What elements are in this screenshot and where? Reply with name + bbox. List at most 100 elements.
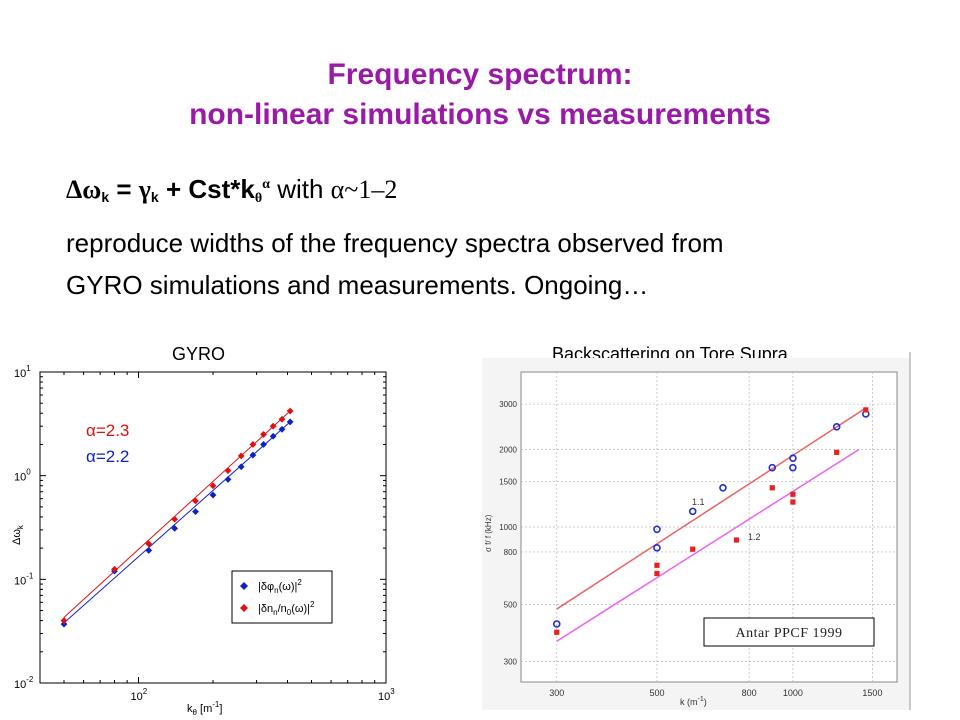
text-run: -1 bbox=[26, 571, 34, 580]
backscattering-y-tick-label: 500 bbox=[504, 601, 518, 610]
text-run: n bbox=[274, 586, 278, 595]
text-run: 2 bbox=[310, 600, 315, 609]
gyro-density-point bbox=[60, 617, 68, 624]
text-run: 10 bbox=[378, 691, 390, 703]
backscattering-y-tick-label: 2000 bbox=[499, 446, 517, 455]
formula-k-sup: α bbox=[262, 177, 270, 192]
backscattering-blue-point bbox=[768, 463, 777, 472]
gyro-y-tick-label: 10-2 bbox=[14, 675, 34, 691]
gyro-density-point bbox=[145, 540, 153, 548]
text-run: /n bbox=[278, 603, 287, 615]
text-run: ) bbox=[704, 697, 707, 707]
body-text-line-1: reproduce widths of the frequency spectr… bbox=[66, 228, 724, 258]
text-run: |δn bbox=[258, 603, 273, 615]
gyro-density-point bbox=[237, 452, 245, 460]
gyro-legend-box bbox=[231, 570, 333, 624]
text-run: ] bbox=[219, 703, 222, 715]
backscattering-blue-point bbox=[552, 620, 561, 628]
text-run: θ bbox=[193, 708, 198, 717]
dispersion-formula: Δωk = γk + Cst*kθα with α~1–2 bbox=[66, 174, 397, 207]
formula-range: α~1–2 bbox=[330, 175, 398, 204]
gyro-density-point bbox=[111, 565, 118, 573]
slide-title-line-1: Frequency spectrum: bbox=[327, 58, 633, 91]
gyro-alpha-annotation: α=2.3 bbox=[86, 421, 129, 440]
citation-box bbox=[703, 617, 875, 647]
gyro-legend-label: |δφn(ω)|2 bbox=[258, 578, 302, 595]
gyro-density-point bbox=[269, 422, 277, 430]
backscattering-red-point bbox=[769, 485, 775, 491]
formula-gamma: γ bbox=[138, 175, 151, 204]
gyro-density-point bbox=[260, 431, 267, 438]
gyro-density-point bbox=[249, 441, 257, 448]
gyro-x-axis-label: kθ [m-1] bbox=[187, 700, 222, 717]
gyro-phi-point bbox=[278, 425, 286, 433]
backscattering-red-point bbox=[554, 629, 560, 635]
gyro-density-point bbox=[224, 467, 232, 474]
gyro-phi-point bbox=[60, 620, 68, 628]
text-run: 3 bbox=[390, 687, 395, 696]
text-run: 2 bbox=[143, 687, 148, 696]
backscattering-red-point bbox=[733, 537, 740, 543]
text-run: 1 bbox=[26, 364, 31, 373]
backscattering-x-tick-label: 300 bbox=[549, 688, 564, 698]
backscattering-fit-label: 1.2 bbox=[748, 532, 761, 542]
text-run: [m bbox=[197, 703, 212, 715]
backscattering-red-point bbox=[790, 491, 796, 497]
formula-gamma-sub: k bbox=[150, 189, 159, 205]
text-run: 10 bbox=[14, 679, 26, 691]
backscattering-x-axis-label: k (m-1) bbox=[680, 696, 707, 707]
gyro-y-tick-label: 10-1 bbox=[14, 571, 34, 587]
text-run: (ω)| bbox=[291, 603, 310, 615]
gyro-phi-point bbox=[260, 441, 267, 448]
formula-k-sub: θ bbox=[254, 191, 263, 206]
formula-with: with bbox=[269, 174, 331, 204]
backscattering-fit-label: 1.1 bbox=[692, 497, 705, 507]
gyro-phi-point bbox=[171, 524, 179, 532]
citation-label: Antar PPCF 1999 bbox=[735, 626, 842, 641]
backscattering-red-point bbox=[834, 449, 840, 455]
backscattering-x-tick-label: 1000 bbox=[783, 688, 803, 698]
gyro-legend-marker bbox=[240, 604, 248, 612]
text-run: |δφ bbox=[258, 581, 274, 593]
backscattering-y-tick-label: 1500 bbox=[499, 478, 517, 487]
backscattering-x-tick-label: 800 bbox=[742, 688, 757, 698]
body-text-line-2: GYRO simulations and measurements. Ongoi… bbox=[66, 270, 649, 300]
text-run: 10 bbox=[14, 472, 26, 484]
gyro-phi-point bbox=[286, 418, 294, 426]
text-run: 2 bbox=[297, 578, 302, 587]
backscattering-red-point bbox=[790, 499, 796, 505]
gyro-legend-marker bbox=[240, 582, 248, 590]
backscattering-grid bbox=[521, 372, 897, 682]
gyro-alpha-annotation: α=2.2 bbox=[86, 447, 129, 466]
text-run: Δω bbox=[11, 529, 23, 545]
text-run: 10 bbox=[14, 368, 26, 380]
text-run: 10 bbox=[14, 575, 26, 587]
backscattering-y-tick-label: 300 bbox=[504, 658, 518, 667]
text-run: k bbox=[187, 703, 193, 715]
backscattering-x-tick-label: 500 bbox=[649, 688, 664, 698]
gyro-density-point bbox=[286, 407, 294, 415]
gyro-phi-point bbox=[249, 451, 257, 459]
formula-lhs-sub: k bbox=[101, 189, 110, 205]
text-run: n bbox=[273, 608, 277, 617]
gyro-legend-label: |δnn/n0(ω)|2 bbox=[258, 600, 315, 617]
backscattering-blue-point bbox=[688, 507, 697, 516]
text-run: (ω)| bbox=[279, 581, 298, 593]
backscattering-fit-line-1 bbox=[556, 407, 867, 610]
backscattering-x-tick-label: 1500 bbox=[862, 688, 882, 698]
gyro-plot-frame bbox=[39, 371, 387, 684]
text-run: 0 bbox=[287, 608, 292, 617]
backscattering-blue-point bbox=[719, 483, 727, 492]
backscattering-blue-point bbox=[789, 454, 797, 463]
backscattering-y-axis-label: σ f/ f (kHz) bbox=[484, 514, 493, 552]
text-run: k (m bbox=[680, 697, 698, 707]
gyro-density-point bbox=[209, 482, 217, 490]
backscattering-red-point bbox=[654, 562, 660, 568]
text-run: -2 bbox=[26, 675, 34, 684]
gyro-density-point bbox=[278, 415, 286, 423]
text-run: 10 bbox=[130, 691, 142, 703]
gyro-y-tick-label: 101 bbox=[14, 364, 31, 380]
backscattering-blue-point bbox=[789, 463, 797, 472]
gyro-panel-label: GYRO bbox=[172, 344, 226, 364]
